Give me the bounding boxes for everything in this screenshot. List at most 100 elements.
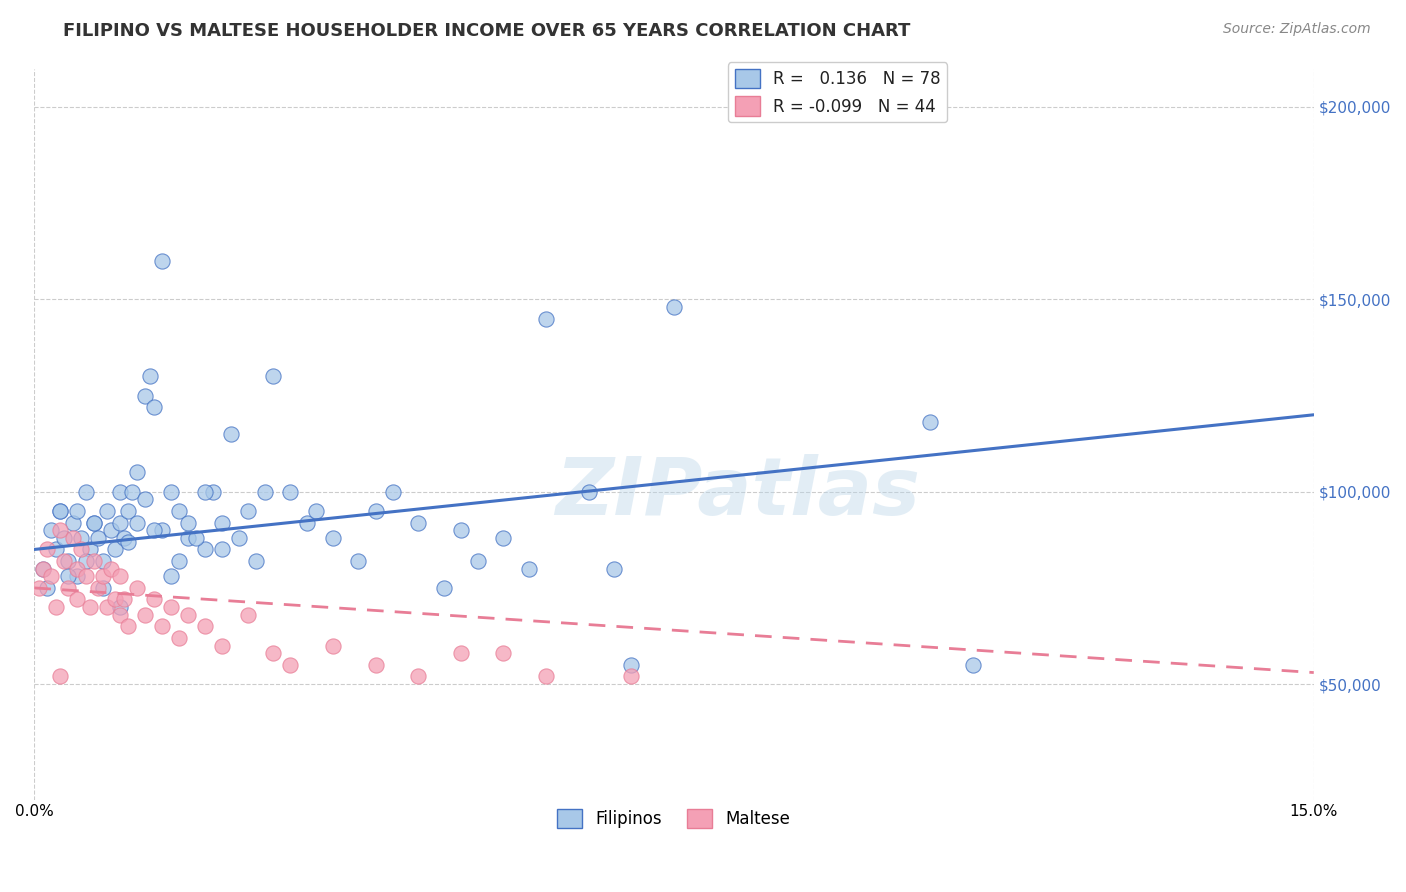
Point xyxy=(58,569,80,583)
Point xyxy=(58,554,80,568)
Point xyxy=(45,600,67,615)
Point xyxy=(450,523,472,537)
Point xyxy=(79,542,101,557)
Point xyxy=(219,427,242,442)
Point xyxy=(121,484,143,499)
Point xyxy=(160,569,183,583)
Point xyxy=(150,253,173,268)
Point xyxy=(142,523,165,537)
Point xyxy=(406,669,429,683)
Point xyxy=(49,504,72,518)
Point xyxy=(108,607,131,622)
Point xyxy=(104,542,127,557)
Point xyxy=(112,592,135,607)
Point xyxy=(160,600,183,615)
Point xyxy=(53,554,76,568)
Point xyxy=(305,504,328,518)
Point xyxy=(66,504,89,518)
Point xyxy=(467,554,489,568)
Point xyxy=(100,562,122,576)
Point xyxy=(91,569,114,583)
Point xyxy=(75,569,97,583)
Point xyxy=(108,516,131,530)
Text: FILIPINO VS MALTESE HOUSEHOLDER INCOME OVER 65 YEARS CORRELATION CHART: FILIPINO VS MALTESE HOUSEHOLDER INCOME O… xyxy=(63,22,911,40)
Point xyxy=(58,581,80,595)
Point xyxy=(620,657,643,672)
Point xyxy=(66,592,89,607)
Point xyxy=(169,504,191,518)
Point xyxy=(70,542,93,557)
Point xyxy=(194,619,217,633)
Point xyxy=(125,466,148,480)
Point xyxy=(177,607,200,622)
Point xyxy=(75,484,97,499)
Point xyxy=(83,554,105,568)
Point xyxy=(578,484,600,499)
Point xyxy=(278,484,301,499)
Point xyxy=(41,523,63,537)
Point xyxy=(492,531,515,545)
Point xyxy=(79,600,101,615)
Point xyxy=(160,484,183,499)
Point xyxy=(253,484,276,499)
Point xyxy=(662,300,685,314)
Point xyxy=(211,639,233,653)
Point xyxy=(125,516,148,530)
Point xyxy=(27,581,49,595)
Point xyxy=(96,504,118,518)
Point xyxy=(62,531,84,545)
Point xyxy=(262,646,284,660)
Point xyxy=(194,484,217,499)
Point xyxy=(202,484,225,499)
Point xyxy=(112,531,135,545)
Point xyxy=(406,516,429,530)
Point xyxy=(322,531,344,545)
Point xyxy=(49,504,72,518)
Point xyxy=(150,523,173,537)
Point xyxy=(108,600,131,615)
Point xyxy=(49,523,72,537)
Point xyxy=(87,581,110,595)
Point xyxy=(492,646,515,660)
Point xyxy=(211,542,233,557)
Point xyxy=(142,592,165,607)
Point xyxy=(517,562,540,576)
Point xyxy=(134,607,156,622)
Point xyxy=(96,600,118,615)
Point xyxy=(70,531,93,545)
Point xyxy=(433,581,456,595)
Point xyxy=(32,562,55,576)
Point xyxy=(87,531,110,545)
Point xyxy=(150,619,173,633)
Point xyxy=(138,369,160,384)
Point xyxy=(534,311,557,326)
Point xyxy=(104,592,127,607)
Point xyxy=(108,569,131,583)
Point xyxy=(278,657,301,672)
Point xyxy=(322,639,344,653)
Point xyxy=(450,646,472,660)
Point xyxy=(228,531,250,545)
Point xyxy=(117,619,139,633)
Point xyxy=(262,369,284,384)
Point xyxy=(134,492,156,507)
Point xyxy=(142,400,165,414)
Point xyxy=(534,669,557,683)
Point xyxy=(41,569,63,583)
Point xyxy=(620,669,643,683)
Point xyxy=(117,504,139,518)
Point xyxy=(108,484,131,499)
Point xyxy=(186,531,208,545)
Point xyxy=(83,516,105,530)
Point xyxy=(125,581,148,595)
Point xyxy=(49,669,72,683)
Point xyxy=(100,523,122,537)
Point xyxy=(381,484,404,499)
Point xyxy=(194,542,217,557)
Point xyxy=(37,581,59,595)
Point xyxy=(177,516,200,530)
Legend: Filipinos, Maltese: Filipinos, Maltese xyxy=(551,803,797,835)
Point xyxy=(364,657,387,672)
Point xyxy=(117,534,139,549)
Text: ZIPatlas: ZIPatlas xyxy=(555,453,921,532)
